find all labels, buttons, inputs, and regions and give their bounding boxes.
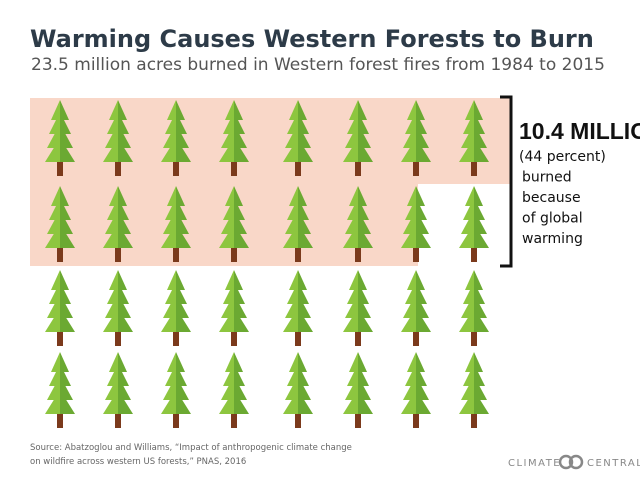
tree-icon — [401, 270, 431, 346]
tree-icon — [283, 352, 313, 428]
annotation-line: of global — [522, 211, 583, 227]
source: Source: Abatzoglou and Williams, “Impact… — [30, 443, 352, 453]
subtitle: 23.5 million acres burned in Western for… — [31, 55, 605, 75]
logo-text: CLIMATE — [508, 458, 561, 469]
annotation-line: (44 percent) — [519, 149, 606, 165]
tree-icon — [459, 186, 489, 262]
source: on wildfire across western US forests,” … — [30, 457, 246, 467]
bracket — [500, 95, 513, 268]
tree-icon — [45, 352, 75, 428]
annotation-amount: 10.4 MILLION — [519, 118, 640, 144]
tree-icon — [45, 270, 75, 346]
logo-mark — [558, 454, 584, 470]
annotation-line: burned — [522, 170, 572, 186]
tree-icon — [219, 270, 249, 346]
tree-icon — [103, 270, 133, 346]
tree-icon — [103, 352, 133, 428]
annotation-line: because — [522, 190, 581, 206]
tree-icon — [459, 270, 489, 346]
annotation-line: warming — [522, 231, 583, 247]
title: Warming Causes Western Forests to Burn — [30, 25, 594, 53]
tree-icon — [283, 270, 313, 346]
tree-icon — [401, 352, 431, 428]
logo-text: CENTRAL — [587, 458, 640, 469]
highlight — [30, 98, 510, 184]
annotation: (44 percent) burned because of global warmin… — [519, 149, 606, 247]
tree-icon — [343, 270, 373, 346]
tree-icon — [219, 352, 249, 428]
tree-icon — [459, 352, 489, 428]
tree-icon — [161, 270, 191, 346]
tree-icon — [161, 352, 191, 428]
tree-icon — [343, 352, 373, 428]
